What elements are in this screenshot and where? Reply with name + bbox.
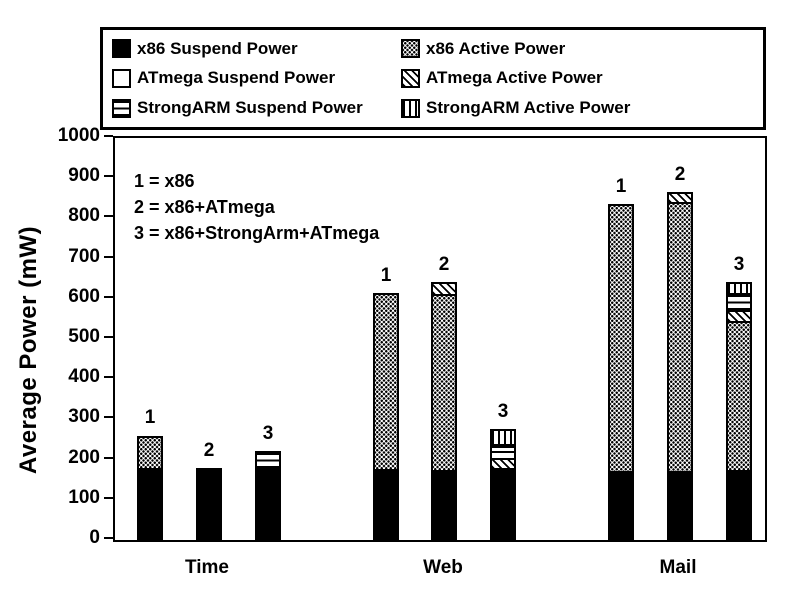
bar-segment-x86-active (667, 202, 693, 471)
legend-swatch-strongarm-suspend-icon (112, 98, 131, 118)
y-tick-label: 500 (68, 326, 100, 347)
legend-swatch-x86-suspend-icon (112, 39, 131, 59)
bar-number-label: 2 (674, 163, 686, 185)
bar-segment-x86-active (726, 320, 752, 470)
legend-item-atmega-suspend: ATmega Suspend Power (112, 68, 401, 88)
bar-segment-atmega-active (431, 281, 457, 294)
y-tick-label: 600 (68, 285, 100, 307)
plot-area: 1 2 3 1 2 3 1 2 3 (113, 136, 767, 542)
bar-number-label: 1 (380, 264, 392, 286)
stacked-bar-mail-1: 1 (608, 176, 634, 540)
legend-swatch-x86-active-icon (401, 39, 420, 59)
bar-segment-x86-suspend (490, 467, 516, 540)
stacked-bar-time-2: 2 (196, 440, 222, 540)
y-tick-label: 400 (68, 366, 100, 388)
bar-number-label: 3 (733, 253, 745, 275)
bar-segment-x86-suspend (667, 470, 693, 540)
bar-segment-strongarm-suspend (255, 450, 281, 468)
legend-swatch-strongarm-active-icon (401, 98, 420, 118)
bar-segment-x86-suspend (431, 469, 457, 540)
bar-number-label: 2 (438, 253, 450, 275)
legend-label: ATmega Suspend Power (137, 68, 336, 88)
bar-segment-strongarm-suspend (490, 443, 516, 451)
bar-segment-x86-active (608, 203, 634, 471)
legend-label: ATmega Active Power (426, 68, 603, 88)
y-tick-mark (104, 175, 113, 178)
y-tick-label: 900 (68, 165, 100, 187)
bar-segment-atmega-active (490, 457, 516, 468)
legend-label: StrongARM Suspend Power (137, 98, 363, 118)
legend-item-x86-suspend: x86 Suspend Power (112, 39, 401, 59)
bar-number-label: 1 (144, 407, 156, 429)
bar-segment-x86-active (137, 435, 163, 469)
bar-segment-x86-suspend (726, 469, 752, 540)
bar-segment-x86-suspend (608, 470, 634, 540)
bar-segment-strongarm-active (490, 429, 516, 444)
config-annotation: 1 = x86 2 = x86+ATmega 3 = x86+StrongArm… (134, 168, 379, 246)
x-category-web: Web (423, 557, 463, 578)
bar-number-label: 2 (203, 439, 215, 461)
bar-segment-atmega-active (726, 310, 752, 321)
legend-item-atmega-active: ATmega Active Power (401, 68, 757, 88)
bar-segment-x86-suspend (137, 468, 163, 540)
bar-number-label: 3 (262, 422, 274, 444)
y-tick-mark (104, 537, 113, 539)
bar-segment-atmega-active (667, 191, 693, 203)
legend-item-x86-active: x86 Active Power (401, 39, 757, 59)
stacked-bar-web-3: 3 (490, 401, 516, 540)
stacked-bar-mail-3: 3 (726, 254, 752, 540)
bar-segment-strongarm-active (726, 281, 752, 293)
y-tick-mark (104, 496, 113, 499)
stacked-bar-time-3: 3 (255, 423, 281, 540)
annotation-line-3: 3 = x86+StrongArm+ATmega (134, 223, 380, 243)
y-tick-label: 1000 (57, 125, 100, 146)
chart-legend: x86 Suspend Power x86 Active Power ATmega … (100, 27, 766, 130)
y-tick-mark (104, 416, 113, 419)
bar-segment-strongarm-suspend (726, 292, 752, 311)
legend-label: x86 Suspend Power (137, 38, 298, 58)
y-tick-mark (104, 456, 113, 459)
bar-number-label: 3 (497, 401, 509, 423)
y-tick-label: 100 (68, 486, 100, 508)
legend-item-strongarm-active: StrongARM Active Power (401, 98, 757, 118)
x-category-time: Time (184, 557, 229, 578)
stacked-bar-mail-2: 2 (667, 164, 693, 540)
y-tick-label: 300 (68, 406, 100, 428)
y-tick-label: 700 (68, 245, 100, 267)
legend-label: x86 Active Power (426, 38, 566, 58)
bar-segment-x86-suspend (196, 467, 222, 540)
y-tick-mark (104, 376, 113, 379)
y-tick-mark (104, 135, 113, 137)
annotation-line-2: 2 = x86+ATmega (134, 197, 275, 217)
stacked-bar-web-1: 1 (373, 265, 399, 540)
legend-swatch-atmega-suspend-icon (112, 68, 131, 88)
bar-segment-x86-suspend (373, 469, 399, 540)
y-tick-label: 200 (68, 446, 100, 468)
bar-segment-atmega-suspend (490, 450, 516, 458)
stacked-bar-web-2: 2 (431, 254, 457, 540)
y-tick-mark (104, 255, 113, 258)
bar-number-label: 1 (615, 175, 627, 197)
bar-segment-x86-active (373, 292, 399, 470)
stacked-bar-time-1: 1 (137, 407, 163, 540)
y-tick-label: 800 (68, 205, 100, 227)
legend-label: StrongARM Active Power (426, 98, 631, 118)
legend-swatch-atmega-active-icon (401, 68, 420, 88)
bar-segment-x86-suspend (255, 467, 281, 540)
bar-segment-x86-active (431, 293, 457, 470)
annotation-line-1: 1 = x86 (134, 171, 195, 191)
y-tick-label: 0 (89, 527, 100, 548)
y-tick-mark (104, 336, 113, 338)
y-tick-mark (104, 215, 113, 218)
x-category-mail: Mail (659, 557, 697, 578)
y-tick-mark (104, 295, 113, 298)
legend-item-strongarm-suspend: StrongARM Suspend Power (112, 98, 401, 118)
